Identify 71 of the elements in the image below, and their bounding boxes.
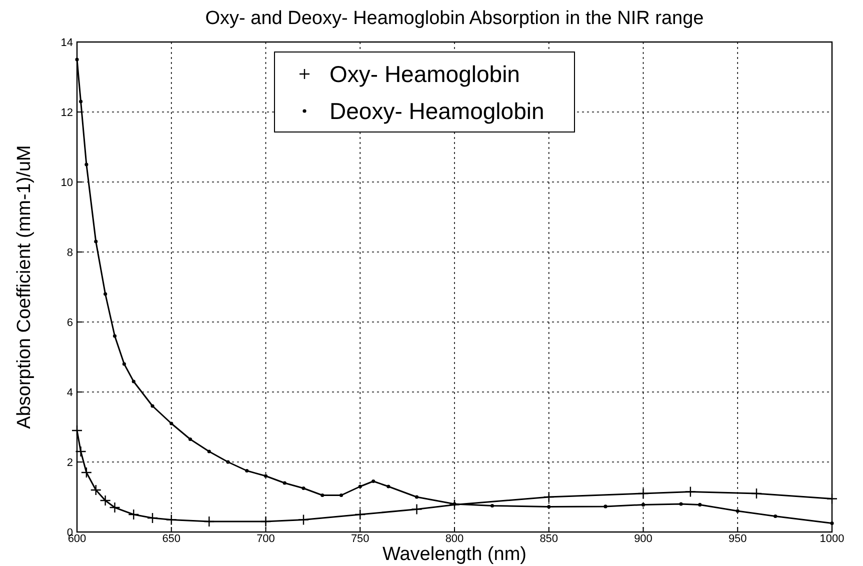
point [452, 502, 456, 506]
point [736, 509, 740, 513]
point [298, 514, 310, 526]
point [84, 162, 88, 166]
point [100, 494, 111, 506]
y-tick-label: 8 [66, 247, 73, 259]
point [104, 292, 108, 296]
point [339, 493, 344, 498]
legend-label: Deoxy- Heamoglobin [330, 98, 544, 124]
point [204, 516, 215, 528]
point [71, 424, 83, 436]
y-tick-label: 14 [60, 37, 73, 49]
point [543, 491, 554, 503]
point [122, 362, 126, 366]
point [641, 502, 646, 506]
point [386, 484, 390, 488]
point [282, 481, 286, 485]
y-tick-label: 6 [66, 317, 73, 329]
x-tick-label: 750 [350, 533, 370, 545]
y-axis-title: Absorption Coefficient (mm-1)/uM [14, 145, 35, 429]
point [684, 486, 696, 498]
point [112, 334, 117, 338]
point [414, 495, 419, 499]
x-tick-label: 950 [728, 533, 747, 545]
x-tick-label: 850 [540, 533, 558, 545]
x-tick-label: 900 [634, 533, 652, 545]
point [750, 488, 762, 500]
point [372, 479, 376, 484]
point [354, 508, 366, 520]
point [94, 240, 98, 244]
point [109, 502, 120, 514]
point [826, 493, 838, 504]
legend-label: Oxy- Heamoglobin [330, 61, 520, 87]
point [207, 450, 211, 454]
point [90, 484, 102, 496]
x-tick-label: 700 [256, 533, 275, 545]
point [150, 404, 154, 408]
point [128, 508, 140, 520]
point [358, 484, 362, 488]
x-tick-label: 800 [445, 533, 464, 545]
x-tick-label: 1000 [820, 533, 844, 545]
point [264, 474, 268, 478]
y-tick-label: 4 [66, 387, 73, 399]
point [170, 422, 174, 426]
point [698, 502, 702, 506]
y-tick-label: 12 [60, 107, 73, 119]
point [146, 512, 158, 524]
point [75, 446, 86, 458]
point [80, 466, 92, 478]
point [604, 504, 608, 508]
point [448, 499, 460, 510]
point [679, 502, 683, 506]
point [411, 504, 422, 515]
x-axis-title: Wavelength (nm) [382, 544, 526, 565]
point [547, 505, 551, 509]
point [302, 486, 306, 490]
point [490, 504, 494, 508]
chart-title: Oxy- and Deoxy- Heamoglobin Absorption in the NIR range [205, 8, 704, 29]
point [320, 493, 324, 498]
y-tick-label: 10 [60, 177, 73, 189]
point [830, 521, 834, 526]
y-tick-label: 2 [66, 457, 73, 469]
point [774, 514, 778, 518]
point [638, 488, 649, 500]
point [188, 437, 192, 442]
x-tick-label: 650 [162, 533, 181, 545]
point [132, 380, 136, 384]
point [78, 100, 83, 104]
point [75, 58, 79, 62]
point [226, 460, 230, 464]
point [245, 468, 249, 473]
